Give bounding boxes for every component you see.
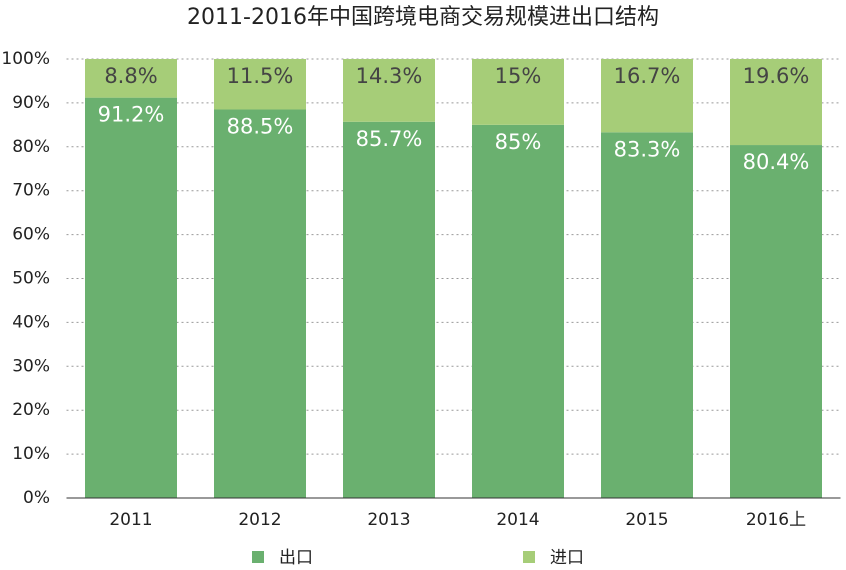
value-label: 15% — [495, 64, 542, 88]
value-label: 8.8% — [104, 64, 157, 88]
bar-segment — [214, 109, 306, 499]
bar-segment — [472, 124, 564, 498]
y-tick-label: 80% — [12, 137, 50, 157]
bar-segment — [472, 59, 564, 125]
y-tick-label: 20% — [12, 400, 50, 420]
x-tick-label: 2015 — [625, 510, 668, 530]
value-label: 14.3% — [356, 64, 423, 88]
value-label: 88.5% — [227, 114, 294, 138]
legend-label: 进口 — [550, 548, 584, 568]
value-label: 85% — [495, 130, 542, 154]
legend-swatch — [523, 551, 535, 563]
bar-segment — [343, 121, 435, 498]
bar-segment — [730, 145, 822, 498]
bar-segment — [730, 59, 822, 146]
y-tick-label: 90% — [12, 93, 50, 113]
x-tick-label: 2014 — [496, 510, 539, 530]
y-tick-label: 40% — [12, 312, 50, 332]
bar-segment — [601, 132, 693, 499]
value-label: 91.2% — [98, 103, 165, 127]
y-tick-label: 60% — [12, 225, 50, 245]
value-label: 19.6% — [743, 64, 810, 88]
bar-segment — [214, 59, 306, 110]
value-label: 85.7% — [356, 127, 423, 151]
x-tick-label: 2016上 — [746, 510, 806, 530]
x-tick-label: 2011 — [109, 510, 152, 530]
bar-segment — [85, 97, 177, 498]
bar-segment — [85, 59, 177, 98]
legend-label: 出口 — [279, 548, 313, 568]
x-tick-label: 2013 — [367, 510, 410, 530]
value-label: 80.4% — [743, 150, 810, 174]
value-label: 83.3% — [614, 137, 681, 161]
y-tick-label: 100% — [1, 49, 50, 69]
y-tick-label: 10% — [12, 444, 50, 464]
bar-segment — [343, 59, 435, 122]
y-tick-label: 70% — [12, 181, 50, 201]
y-tick-label: 50% — [12, 269, 50, 289]
value-label: 16.7% — [614, 64, 681, 88]
x-tick-label: 2012 — [238, 510, 281, 530]
value-label: 11.5% — [227, 64, 294, 88]
y-tick-label: 30% — [12, 356, 50, 376]
legend-swatch — [252, 551, 264, 563]
chart-title: 2011-2016年中国跨境电商交易规模进出口结构 — [187, 5, 659, 30]
y-tick-label: 0% — [23, 488, 50, 508]
bar-segment — [601, 59, 693, 133]
